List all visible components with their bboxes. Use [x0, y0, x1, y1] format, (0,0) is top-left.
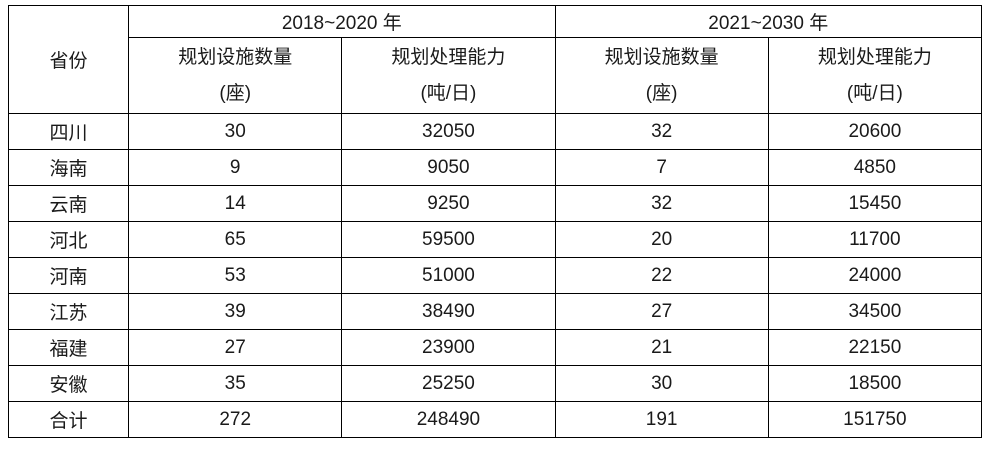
count-2021-header: 规划设施数量 (座)	[554, 37, 769, 114]
capacity-2018-header: 规划处理能力 (吨/日)	[341, 37, 556, 114]
capacity-2018-cell: 38490	[341, 293, 556, 330]
count-2018-cell: 272	[128, 401, 343, 438]
capacity-2018-unit: (吨/日)	[420, 82, 477, 104]
count-2021-cell: 22	[554, 257, 769, 294]
count-2018-cell: 30	[128, 113, 343, 150]
count-2018-cell: 27	[128, 329, 343, 366]
count-2018-unit: (座)	[219, 82, 252, 104]
capacity-2018-cell: 248490	[341, 401, 556, 438]
period-2018-2020-header: 2018~2020 年	[128, 5, 556, 38]
province-cell: 云南	[7, 185, 130, 222]
count-2018-cell: 9	[128, 149, 343, 186]
capacity-2021-cell: 15450	[767, 185, 983, 222]
capacity-2018-cell: 9050	[341, 149, 556, 186]
capacity-2021-label: 规划处理能力	[817, 46, 932, 68]
capacity-2018-cell: 23900	[341, 329, 556, 366]
capacity-2021-cell: 20600	[767, 113, 983, 150]
capacity-2021-unit: (吨/日)	[846, 82, 903, 104]
count-2018-cell: 39	[128, 293, 343, 330]
table-row: 江苏 39 38490 27 34500	[7, 293, 983, 330]
capacity-2021-cell: 22150	[767, 329, 983, 366]
province-cell: 江苏	[7, 293, 130, 330]
capacity-2021-cell: 151750	[767, 401, 983, 438]
count-2021-cell: 27	[554, 293, 769, 330]
period-2021-2030-header: 2021~2030 年	[554, 5, 983, 38]
capacity-2021-cell: 4850	[767, 149, 983, 186]
province-column-header: 省份	[7, 5, 130, 114]
capacity-2021-header: 规划处理能力 (吨/日)	[767, 37, 983, 114]
table-row: 海南 9 9050 7 4850	[7, 149, 983, 186]
facility-planning-table: 省份 2018~2020 年 2021~2030 年 规划设施数量 (座) 规划…	[7, 5, 983, 438]
table-row: 四川 30 32050 32 20600	[7, 113, 983, 150]
count-2018-cell: 53	[128, 257, 343, 294]
province-cell: 四川	[7, 113, 130, 150]
table-row: 云南 14 9250 32 15450	[7, 185, 983, 222]
count-2018-label: 规划设施数量	[178, 46, 293, 68]
table-row: 福建 27 23900 21 22150	[7, 329, 983, 366]
table-row: 河南 53 51000 22 24000	[7, 257, 983, 294]
capacity-2018-cell: 9250	[341, 185, 556, 222]
table-body: 四川 30 32050 32 20600 海南 9 9050 7 4850 云南…	[7, 113, 983, 438]
header-row-periods: 省份 2018~2020 年 2021~2030 年	[7, 5, 983, 114]
count-2021-cell: 21	[554, 329, 769, 366]
capacity-2018-label: 规划处理能力	[391, 46, 506, 68]
header-row-measures: 规划设施数量 (座) 规划处理能力 (吨/日) 规划设施数量 (座) 规划处理能…	[9, 37, 983, 114]
province-cell: 安徽	[7, 365, 130, 402]
count-2018-cell: 65	[128, 221, 343, 258]
count-2021-cell: 20	[554, 221, 769, 258]
capacity-2018-cell: 59500	[341, 221, 556, 258]
province-cell: 河北	[7, 221, 130, 258]
count-2021-unit: (座)	[645, 82, 678, 104]
province-cell: 合计	[7, 401, 130, 438]
count-2021-label: 规划设施数量	[604, 46, 719, 68]
capacity-2018-cell: 51000	[341, 257, 556, 294]
province-cell: 福建	[7, 329, 130, 366]
capacity-2021-cell: 18500	[767, 365, 983, 402]
capacity-2021-cell: 34500	[767, 293, 983, 330]
capacity-2021-cell: 11700	[767, 221, 983, 258]
count-2018-cell: 14	[128, 185, 343, 222]
capacity-2018-cell: 32050	[341, 113, 556, 150]
count-2018-cell: 35	[128, 365, 343, 402]
count-2021-cell: 7	[554, 149, 769, 186]
count-2018-header: 规划设施数量 (座)	[128, 37, 343, 114]
table-row: 合计 272 248490 191 151750	[7, 401, 983, 438]
count-2021-cell: 191	[554, 401, 769, 438]
count-2021-cell: 32	[554, 113, 769, 150]
capacity-2021-cell: 24000	[767, 257, 983, 294]
table-header: 省份 2018~2020 年 2021~2030 年 规划设施数量 (座) 规划…	[7, 5, 983, 114]
province-cell: 海南	[7, 149, 130, 186]
capacity-2018-cell: 25250	[341, 365, 556, 402]
table-row: 河北 65 59500 20 11700	[7, 221, 983, 258]
count-2021-cell: 32	[554, 185, 769, 222]
province-cell: 河南	[7, 257, 130, 294]
table-row: 安徽 35 25250 30 18500	[7, 365, 983, 402]
count-2021-cell: 30	[554, 365, 769, 402]
